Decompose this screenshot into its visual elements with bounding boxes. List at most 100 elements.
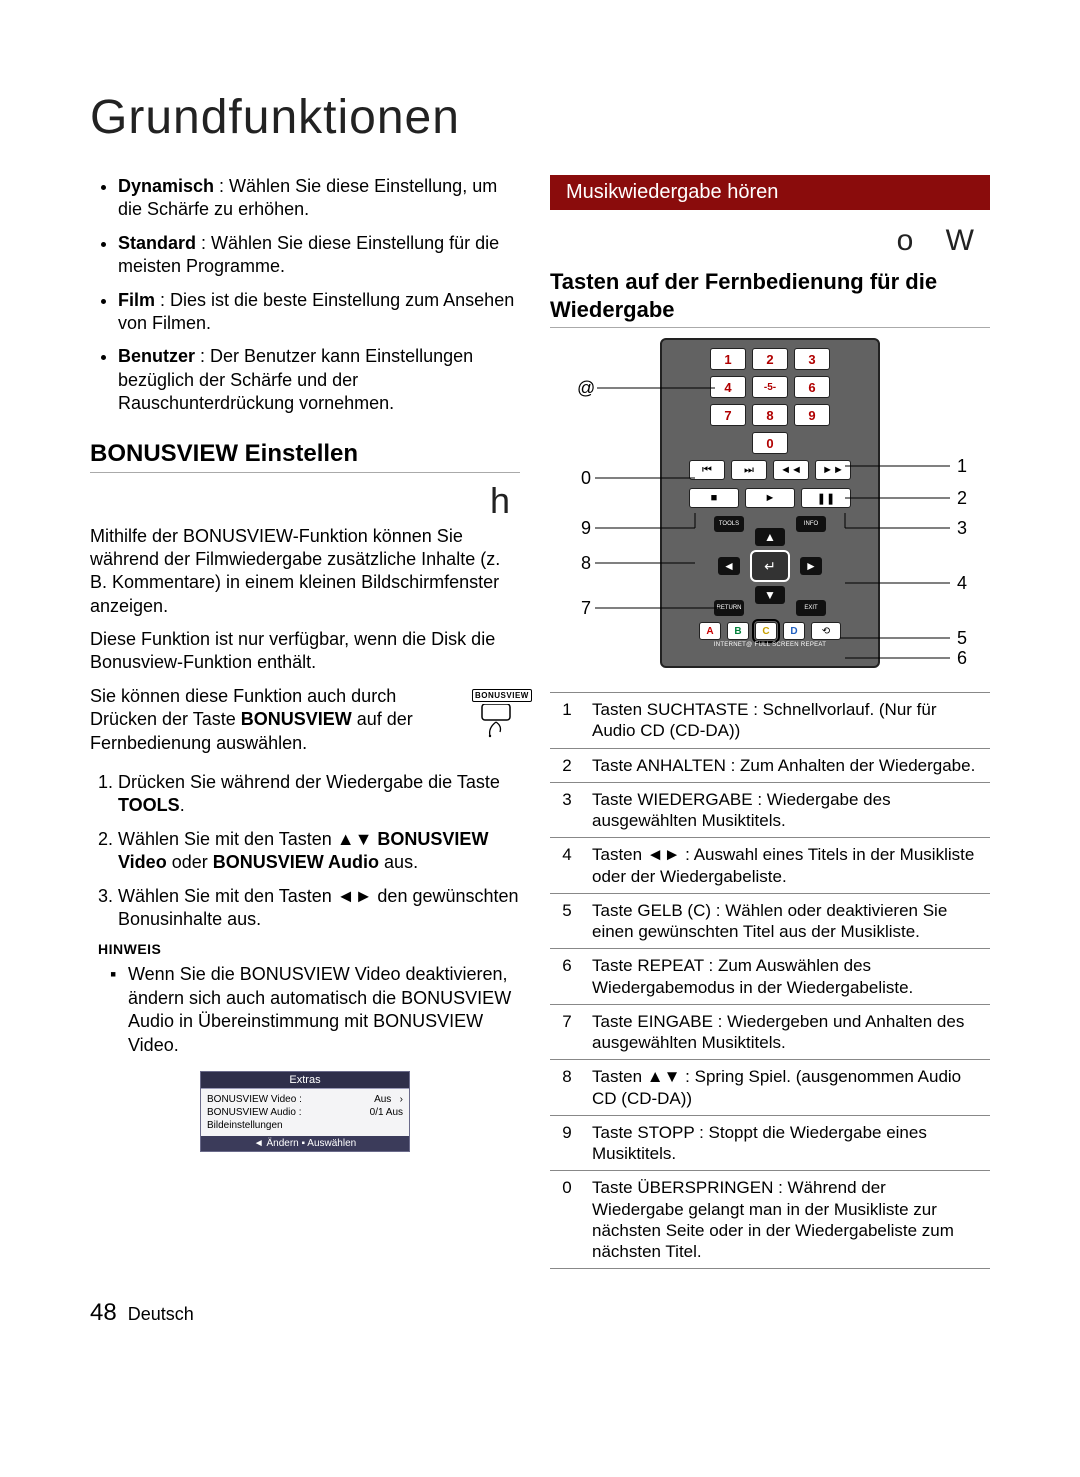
key-a: A xyxy=(699,622,721,640)
legend-num: 2 xyxy=(550,748,584,782)
key-stop: ■ xyxy=(689,488,739,508)
legend-text: Taste ANHALTEN : Zum Anhalten der Wieder… xyxy=(584,748,990,782)
bonusview-heading: BONUSVIEW Einstellen xyxy=(90,440,520,468)
legend-num: 0 xyxy=(550,1171,584,1269)
key-7: 7 xyxy=(710,404,746,426)
key-5: - 5 - xyxy=(752,376,788,398)
bonusview-button-icon: BONUSVIEW xyxy=(472,685,520,738)
callout-8: 8 xyxy=(579,553,593,574)
legend-text: Taste GELB (C) : Wählen oder deaktiviere… xyxy=(584,893,990,949)
left-column: Dynamisch : Wählen Sie diese Einstellung… xyxy=(90,175,520,1269)
legend-row: 2Taste ANHALTEN : Zum Anhalten der Wiede… xyxy=(550,748,990,782)
callout-6: 6 xyxy=(955,648,969,669)
legend-row: 1Tasten SUCHTASTE : Schnellvorlauf. (Nur… xyxy=(550,693,990,749)
legend-text: Taste WIEDERGABE : Wiedergabe des ausgew… xyxy=(584,782,990,838)
right-column: Musikwiedergabe hören o W Tasten auf der… xyxy=(550,175,990,1269)
key-blank1 xyxy=(710,432,746,454)
key-1: 1 xyxy=(710,348,746,370)
legend-row: 0Taste ÜBERSPRINGEN : Während der Wieder… xyxy=(550,1171,990,1269)
key-2: 2 xyxy=(752,348,788,370)
remote-transport-2: ■ ► ❚❚ xyxy=(689,488,851,508)
key-right: ► xyxy=(800,557,822,575)
key-4: 4 xyxy=(710,376,746,398)
h-icon: h xyxy=(90,483,520,519)
bullet-standard: Standard : Wählen Sie diese Einstellung … xyxy=(118,232,520,279)
bonusview-para1: Mithilfe der BONUSVIEW-Funktion können S… xyxy=(90,525,520,619)
music-playback-header: Musikwiedergabe hören xyxy=(550,175,990,210)
key-enter: ↵ xyxy=(750,550,790,582)
bullet-film: Film : Dies ist die beste Einstellung zu… xyxy=(118,289,520,336)
key-up: ▲ xyxy=(755,528,785,546)
legend-text: Tasten ◄► : Auswahl eines Titels in der … xyxy=(584,838,990,894)
callout-5: 5 xyxy=(955,628,969,649)
extras-row-bild: Bildeinstellungen xyxy=(207,1119,403,1132)
extras-footer: ◄ Ändern ▪ Auswählen xyxy=(201,1136,409,1151)
page-number: 48 xyxy=(90,1299,117,1326)
key-8: 8 xyxy=(752,404,788,426)
key-0: 0 xyxy=(752,432,788,454)
step-1: Drücken Sie während der Wiedergabe die T… xyxy=(118,771,520,818)
bonusview-hint-text: Sie können diese Funktion auch durch Drü… xyxy=(90,685,460,755)
legend-num: 9 xyxy=(550,1115,584,1171)
bonusview-para2: Diese Funktion ist nur verfügbar, wenn d… xyxy=(90,628,520,675)
legend-text: Taste STOPP : Stoppt die Wiedergabe eine… xyxy=(584,1115,990,1171)
step-3: Wählen Sie mit den Tasten ◄► den gewünsc… xyxy=(118,885,520,932)
callout-4: 4 xyxy=(955,573,969,594)
callout-9: 9 xyxy=(579,518,593,539)
legend-row: 3Taste WIEDERGABE : Wiedergabe des ausge… xyxy=(550,782,990,838)
legend-row: 7Taste EINGABE : Wiedergeben und Anhalte… xyxy=(550,1004,990,1060)
legend-text: Taste REPEAT : Zum Auswählen des Wiederg… xyxy=(584,949,990,1005)
remote-body: 1 2 3 4 - 5 - 6 7 8 9 0 ⏮ xyxy=(660,338,880,668)
hinweis-note-item: Wenn Sie die BONUSVIEW Video deaktiviere… xyxy=(110,963,520,1057)
bullet-benutzer: Benutzer : Der Benutzer kann Einstellung… xyxy=(118,345,520,415)
key-blank2 xyxy=(794,432,830,454)
key-3: 3 xyxy=(794,348,830,370)
callout-7: 7 xyxy=(579,598,593,619)
remote-diagram: 1 2 3 4 - 5 - 6 7 8 9 0 ⏮ xyxy=(565,338,975,678)
callout-0l: 0 xyxy=(579,468,593,489)
page-title: Grundfunktionen xyxy=(90,90,1010,145)
remote-bottom-labels: INTERNET@ FULL SCREEN REPEAT xyxy=(714,642,827,648)
page-footer: 48 Deutsch xyxy=(90,1299,1010,1327)
hinweis-label: HINWEIS xyxy=(98,941,520,957)
settings-bullets: Dynamisch : Wählen Sie diese Einstellung… xyxy=(118,175,520,416)
page-language: Deutsch xyxy=(128,1304,194,1324)
legend-num: 6 xyxy=(550,949,584,1005)
hinweis-note: Wenn Sie die BONUSVIEW Video deaktiviere… xyxy=(110,963,520,1057)
key-tools: TOOLS xyxy=(714,516,744,532)
key-pause: ❚❚ xyxy=(801,488,851,508)
key-info: INFO xyxy=(796,516,826,532)
extras-osd: Extras BONUSVIEW Video : Aus › BONUSVIEW… xyxy=(200,1071,410,1152)
callout-3: 3 xyxy=(955,518,969,539)
bullet-dynamisch: Dynamisch : Wählen Sie diese Einstellung… xyxy=(118,175,520,222)
legend-text: Tasten ▲▼ : Spring Spiel. (ausgenommen A… xyxy=(584,1060,990,1116)
remote-color-row: A B C D ⟲ xyxy=(699,622,841,640)
divider xyxy=(90,472,520,473)
key-down: ▼ xyxy=(755,586,785,604)
legend-num: 4 xyxy=(550,838,584,894)
callout-at: @ xyxy=(575,378,597,399)
legend-row: 4Tasten ◄► : Auswahl eines Titels in der… xyxy=(550,838,990,894)
extras-header: Extras xyxy=(201,1072,409,1089)
legend-text: Tasten SUCHTASTE : Schnellvorlauf. (Nur … xyxy=(584,693,990,749)
remote-dpad: TOOLS INFO ▲ ◄ ↵ ► ▼ RETURN EXIT xyxy=(710,516,830,616)
legend-row: 9Taste STOPP : Stoppt die Wiedergabe ein… xyxy=(550,1115,990,1171)
callout-2: 2 xyxy=(955,488,969,509)
remote-numpad: 1 2 3 4 - 5 - 6 7 8 9 0 xyxy=(710,348,830,454)
key-9: 9 xyxy=(794,404,830,426)
bonusview-button-hint: Sie können diese Funktion auch durch Drü… xyxy=(90,685,520,755)
legend-text: Taste ÜBERSPRINGEN : Während der Wiederg… xyxy=(584,1171,990,1269)
key-rew: ◄◄ xyxy=(773,460,809,480)
key-d: D xyxy=(783,622,805,640)
extras-row-audio: BONUSVIEW Audio :0/1 Aus xyxy=(207,1106,403,1119)
callout-1: 1 xyxy=(955,456,969,477)
legend-num: 5 xyxy=(550,893,584,949)
key-ffwd: ►► xyxy=(815,460,851,480)
ow-icons: o W xyxy=(550,224,986,258)
key-skip-fwd: ⏭ xyxy=(731,460,767,480)
remote-heading: Tasten auf der Fernbedienung für die Wie… xyxy=(550,268,990,323)
legend-row: 5Taste GELB (C) : Wählen oder deaktivier… xyxy=(550,893,990,949)
key-repeat-icon: ⟲ xyxy=(811,622,841,640)
key-6: 6 xyxy=(794,376,830,398)
divider xyxy=(550,327,990,328)
